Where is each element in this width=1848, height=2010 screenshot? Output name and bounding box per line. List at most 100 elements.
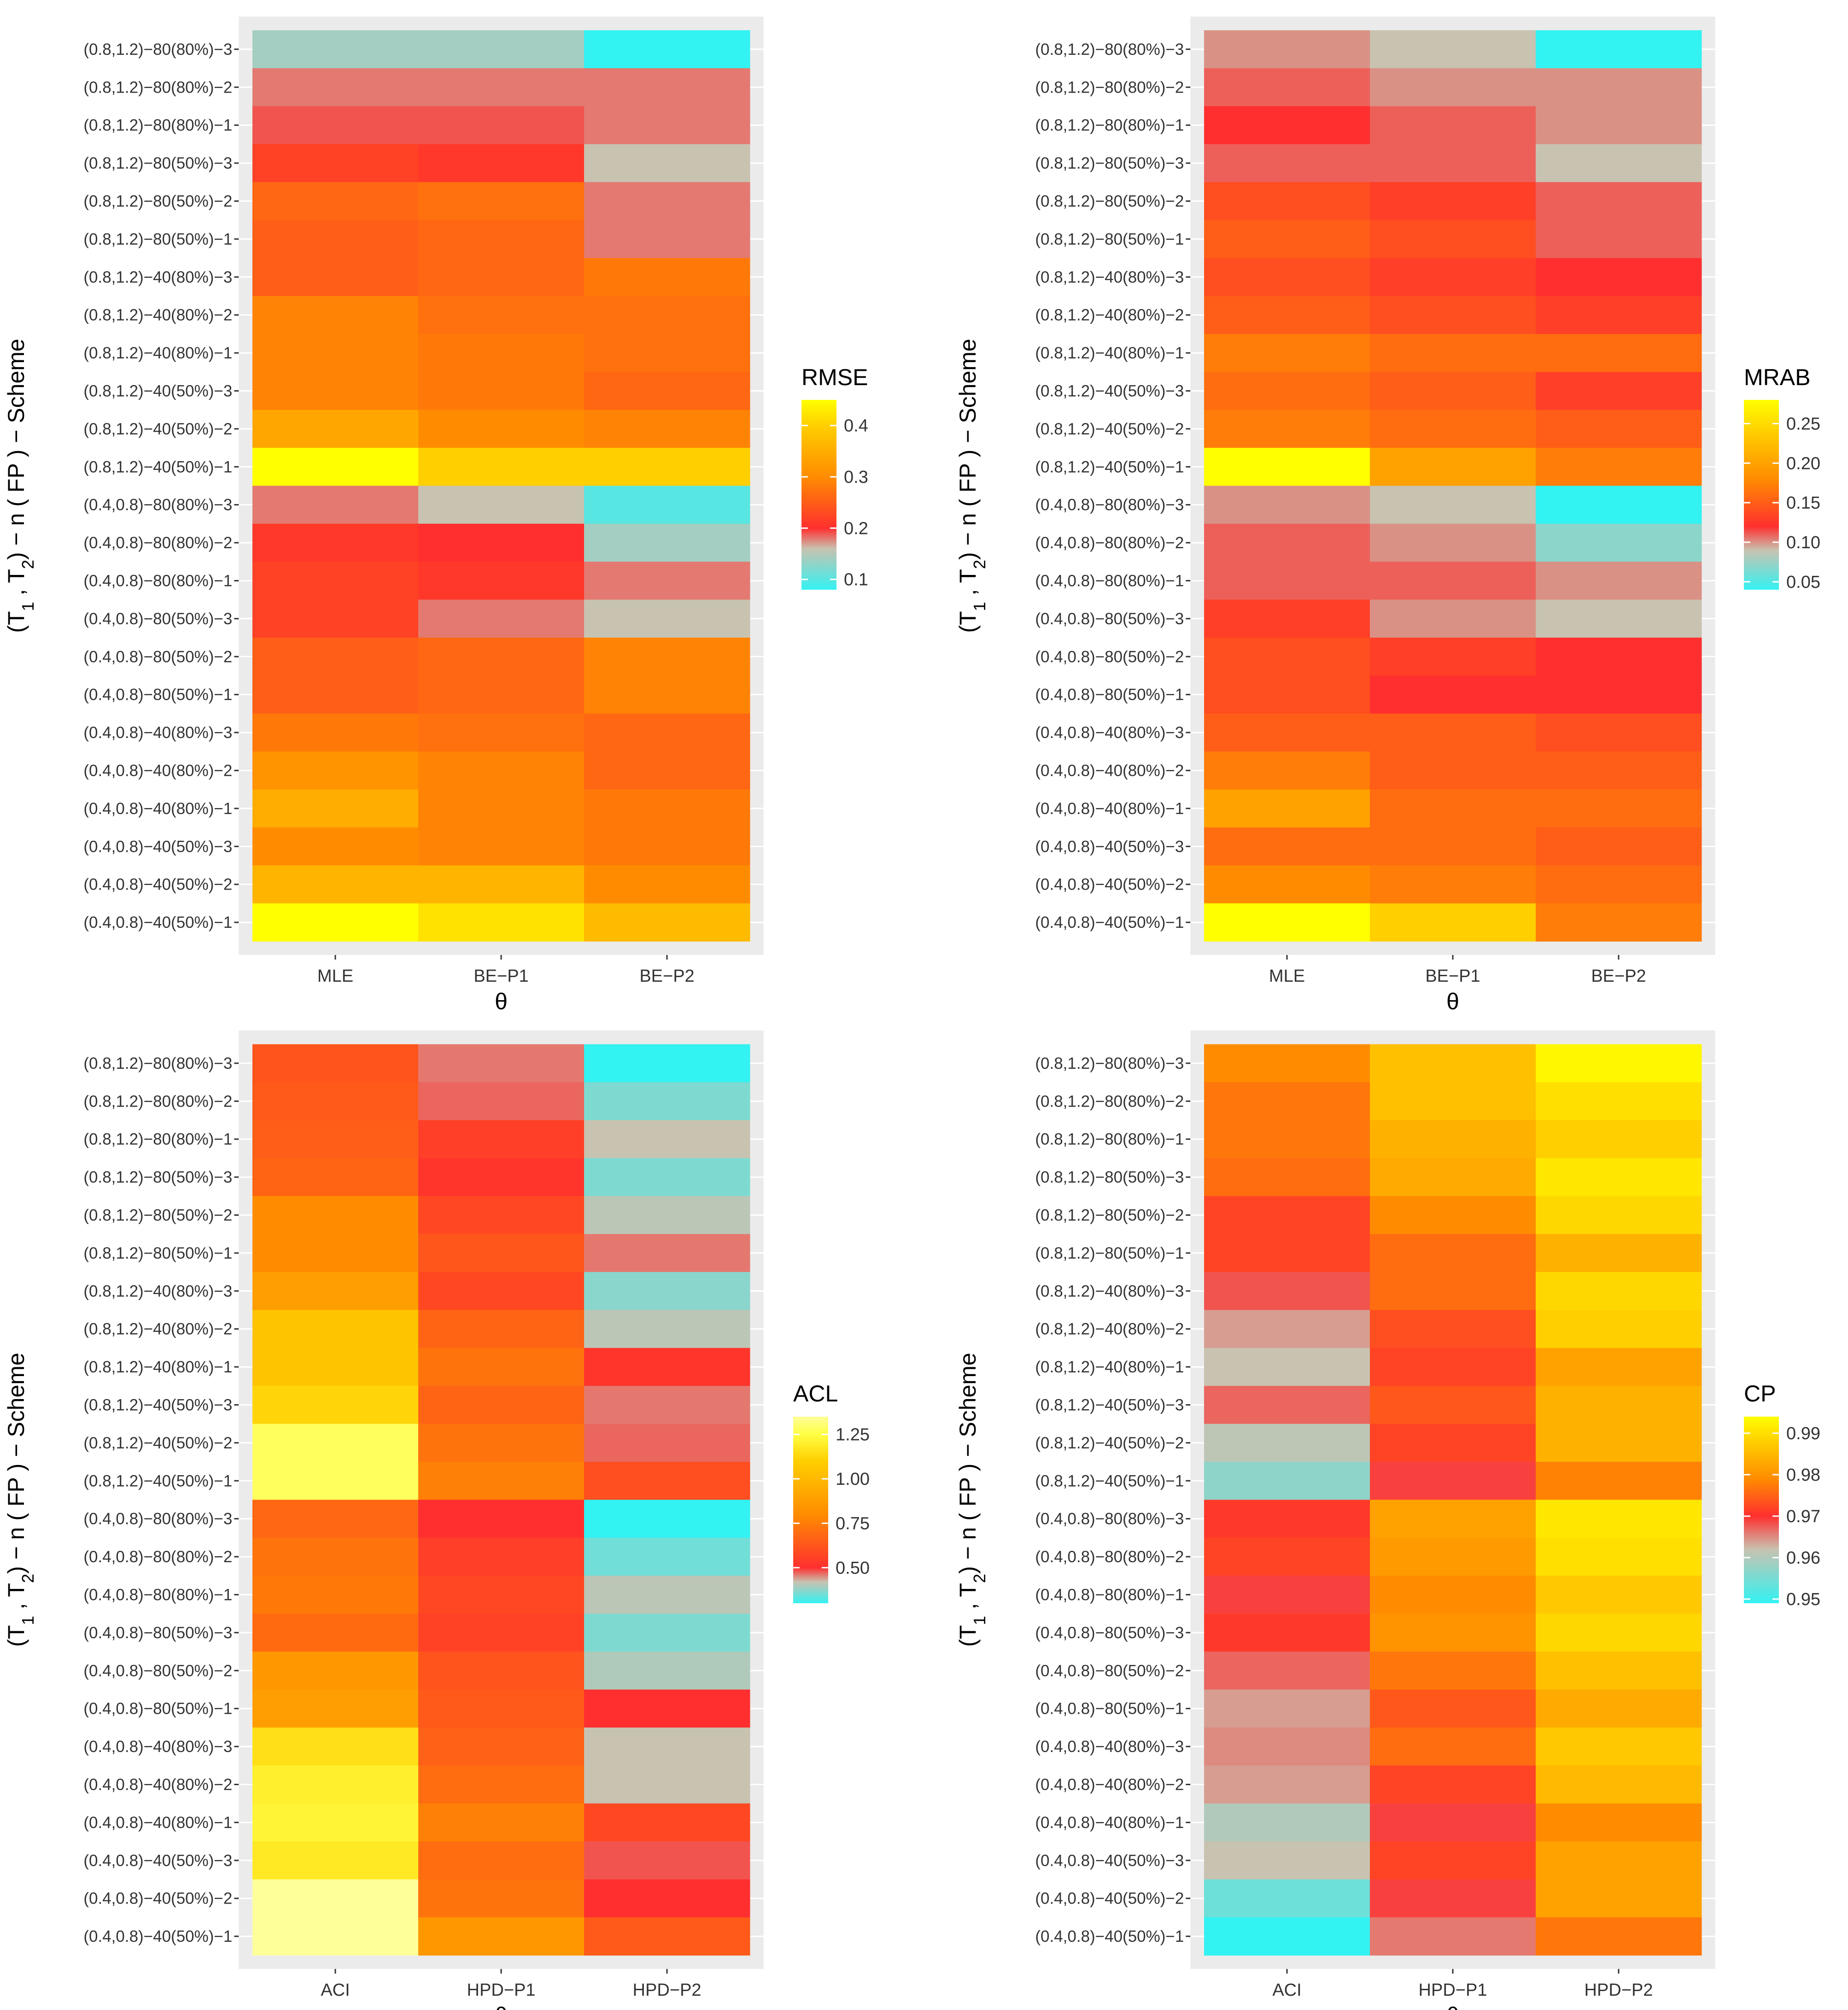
heatmap-cell bbox=[1536, 675, 1702, 714]
heatmap-cell bbox=[252, 334, 419, 372]
heatmap-cell bbox=[1370, 296, 1536, 334]
y-tick-label: (0.4,0.8)−40(50%)−3 bbox=[83, 1852, 232, 1869]
heatmap-cell bbox=[1536, 1689, 1702, 1728]
heatmap-cell bbox=[418, 448, 585, 486]
heatmap-cell bbox=[418, 1576, 585, 1614]
heatmap-cell bbox=[1204, 1727, 1370, 1766]
heatmap-cell bbox=[1204, 1613, 1370, 1652]
heatmap-cell bbox=[584, 1765, 750, 1804]
y-tick-label: (0.4,0.8)−40(80%)−2 bbox=[83, 1776, 232, 1793]
heatmap-cell bbox=[1370, 1386, 1536, 1424]
heatmap-cell bbox=[1204, 1120, 1370, 1159]
heatmap-cell bbox=[252, 903, 419, 942]
y-tick-label: (0.4,0.8)−80(50%)−3 bbox=[83, 1624, 232, 1642]
x-tick-label: BE−P2 bbox=[1591, 967, 1646, 986]
legend-tick-label: 0.4 bbox=[844, 416, 868, 436]
heatmap-cell bbox=[252, 865, 419, 904]
heatmap-cell bbox=[584, 751, 750, 790]
heatmap-cell bbox=[252, 258, 419, 296]
y-tick-label: (0.4,0.8)−80(80%)−1 bbox=[1035, 572, 1184, 590]
heatmap-cell bbox=[252, 144, 419, 182]
heatmap-cell bbox=[418, 1803, 585, 1842]
heatmap-cell bbox=[584, 1879, 750, 1918]
y-tick-label: (0.4,0.8)−80(80%)−1 bbox=[83, 1586, 232, 1604]
heatmap-cell bbox=[1204, 675, 1370, 714]
heatmap-cell bbox=[252, 1576, 419, 1614]
heatmap-cell bbox=[1370, 865, 1536, 904]
heatmap-cell bbox=[1370, 713, 1536, 752]
y-tick-label: (0.8,1.2)−80(50%)−3 bbox=[83, 1168, 232, 1186]
heatmap-cell bbox=[418, 296, 585, 334]
heatmap-cell bbox=[418, 1424, 585, 1462]
heatmap-cell bbox=[418, 1765, 585, 1804]
heatmap-cell bbox=[1204, 68, 1370, 106]
heatmap-cell bbox=[1536, 1386, 1702, 1424]
heatmap-cell bbox=[1536, 1234, 1702, 1272]
x-tick-label: HPD−P2 bbox=[633, 1981, 702, 2000]
y-tick-label: (0.4,0.8)−80(50%)−1 bbox=[1035, 1700, 1184, 1718]
y-tick-label: (0.4,0.8)−80(50%)−2 bbox=[1035, 648, 1184, 666]
heatmap-cell bbox=[418, 1689, 585, 1728]
heatmap-cell bbox=[418, 675, 585, 714]
heatmap-cell bbox=[1204, 334, 1370, 372]
y-tick-label: (0.8,1.2)−80(80%)−1 bbox=[83, 1131, 232, 1149]
heatmap-cell bbox=[1370, 1879, 1536, 1918]
heatmap-cell bbox=[584, 106, 750, 145]
heatmap-panel-cp: (0.8,1.2)−80(80%)−3 (0.8,1.2)−80(80%)−2 (0… bbox=[955, 1031, 1820, 2010]
heatmap-cell bbox=[1536, 523, 1702, 562]
legend-tick-label: 0.50 bbox=[836, 1559, 870, 1578]
heatmap-cell bbox=[1204, 1917, 1370, 1956]
legend-tick-label: 1.00 bbox=[836, 1470, 870, 1489]
heatmap-cell bbox=[1370, 182, 1536, 221]
y-axis-title: (T1 , T2) − n ( FP ) − Scheme bbox=[955, 1353, 989, 1647]
heatmap-cell bbox=[252, 1879, 419, 1918]
heatmap-cell bbox=[1204, 1386, 1370, 1424]
heatmap-cell bbox=[1204, 410, 1370, 448]
heatmap-cell bbox=[252, 1424, 419, 1462]
heatmap-cell bbox=[1536, 1082, 1702, 1120]
legend-title: CP bbox=[1744, 1381, 1776, 1406]
heatmap-cell bbox=[252, 1386, 419, 1424]
heatmap-cell bbox=[252, 713, 419, 752]
legend-tick-label: 0.75 bbox=[836, 1514, 870, 1533]
heatmap-cell bbox=[584, 1652, 750, 1690]
heatmap-cell bbox=[1204, 1537, 1370, 1576]
heatmap-cell bbox=[418, 865, 585, 904]
heatmap-cell bbox=[1536, 599, 1702, 638]
x-tick-label: BE−P1 bbox=[474, 967, 528, 986]
y-tick-label: (0.4,0.8)−80(50%)−2 bbox=[1035, 1662, 1184, 1680]
y-tick-label: (0.4,0.8)−40(50%)−1 bbox=[83, 1928, 232, 1946]
heatmap-cell bbox=[252, 1120, 419, 1159]
heatmap-cell bbox=[418, 106, 585, 145]
legend-tick-label: 0.98 bbox=[1786, 1465, 1820, 1485]
y-tick-label: (0.4,0.8)−80(50%)−1 bbox=[1035, 686, 1184, 704]
y-tick-label: (0.8,1.2)−40(80%)−1 bbox=[83, 1358, 232, 1376]
legend-tick-label: 0.96 bbox=[1786, 1548, 1820, 1568]
heatmap-cell bbox=[1204, 1879, 1370, 1918]
x-tick-label: ACI bbox=[1272, 1981, 1301, 2000]
legend-cp: CP 0.95 0.96 0.97 0.98 0.99 bbox=[1744, 1381, 1820, 1609]
heatmap-cell bbox=[1370, 1462, 1536, 1500]
x-axis-title: θ bbox=[1446, 989, 1459, 1014]
legend-tick-label: 0.25 bbox=[1786, 415, 1820, 434]
legend-colorbar bbox=[801, 400, 836, 590]
y-tick-label: (0.8,1.2)−80(80%)−3 bbox=[83, 1055, 232, 1072]
heatmap-cell bbox=[418, 1348, 585, 1386]
heatmap-cell bbox=[418, 486, 585, 524]
y-tick-label: (0.8,1.2)−80(80%)−2 bbox=[1035, 1092, 1184, 1110]
y-tick-label: (0.8,1.2)−40(50%)−3 bbox=[1035, 1396, 1184, 1414]
y-tick-label: (0.8,1.2)−80(50%)−2 bbox=[1035, 192, 1184, 210]
heatmap-cell bbox=[1204, 486, 1370, 524]
y-tick-label: (0.8,1.2)−80(80%)−1 bbox=[83, 117, 232, 135]
y-tick-label: (0.4,0.8)−40(80%)−1 bbox=[1035, 800, 1184, 818]
heatmap-panel-mrab: (0.8,1.2)−80(80%)−3 (0.8,1.2)−80(80%)−2 (0… bbox=[955, 17, 1820, 1014]
heatmap-cell bbox=[1536, 220, 1702, 258]
y-tick-label: (0.4,0.8)−80(50%)−3 bbox=[1035, 1624, 1184, 1642]
heatmap-cell bbox=[1204, 1652, 1370, 1690]
y-tick-label: (0.4,0.8)−40(80%)−1 bbox=[1035, 1814, 1184, 1832]
heatmap-cell bbox=[418, 1272, 585, 1310]
heatmap-cell bbox=[1370, 562, 1536, 600]
heatmap-cell bbox=[584, 334, 750, 372]
y-tick-label: (0.8,1.2)−40(80%)−3 bbox=[1035, 268, 1184, 286]
